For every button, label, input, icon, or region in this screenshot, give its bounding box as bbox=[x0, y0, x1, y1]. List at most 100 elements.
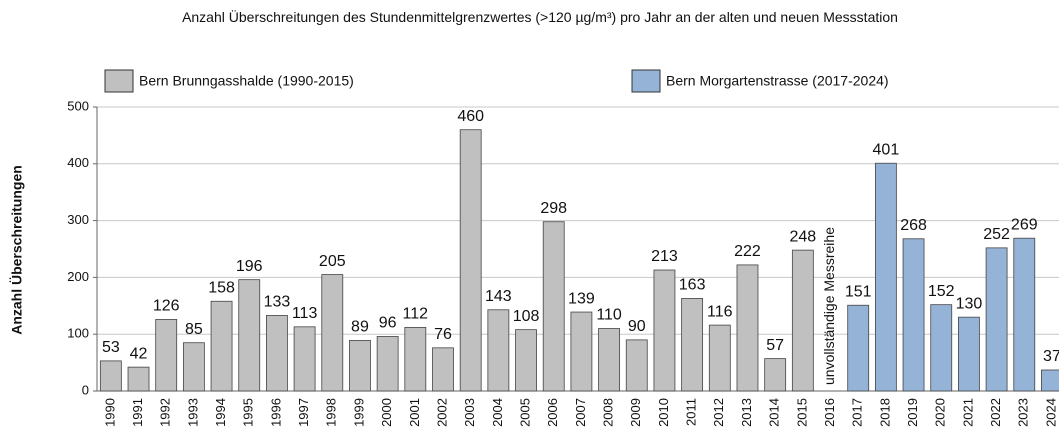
value-label: 248 bbox=[789, 228, 816, 245]
value-label: 158 bbox=[208, 279, 235, 296]
x-tick-label: 1999 bbox=[351, 398, 366, 427]
bar bbox=[266, 315, 288, 392]
bar bbox=[459, 129, 482, 392]
x-tick-label: 1997 bbox=[296, 398, 311, 427]
value-label: 42 bbox=[130, 345, 148, 362]
bar bbox=[99, 360, 122, 392]
bar bbox=[764, 358, 787, 392]
x-tick-label: 2016 bbox=[822, 398, 837, 427]
bar bbox=[432, 347, 454, 392]
x-tick-label: 1995 bbox=[241, 398, 256, 427]
bar bbox=[542, 221, 565, 392]
bar bbox=[681, 298, 704, 392]
x-tick-label: 1993 bbox=[185, 398, 200, 427]
bar bbox=[874, 162, 897, 392]
x-tick-label: 2001 bbox=[407, 398, 422, 427]
x-tick-label: 2018 bbox=[877, 398, 892, 427]
annotation: unvollständige Messreihe bbox=[821, 227, 837, 385]
bar bbox=[1041, 369, 1059, 392]
value-label: 222 bbox=[734, 243, 761, 260]
value-label: 151 bbox=[845, 283, 872, 300]
value-label: 268 bbox=[900, 217, 927, 234]
x-tick-label: 2015 bbox=[794, 398, 809, 427]
bar bbox=[708, 324, 731, 392]
bar bbox=[985, 247, 1008, 392]
x-tick-label: 1992 bbox=[158, 398, 173, 427]
bar bbox=[321, 274, 344, 392]
x-tick-label: 2017 bbox=[850, 398, 865, 427]
value-label: 460 bbox=[457, 108, 484, 125]
value-label: 89 bbox=[351, 319, 369, 336]
value-label: 110 bbox=[596, 307, 622, 324]
value-label: 85 bbox=[185, 321, 203, 338]
value-label: 53 bbox=[102, 339, 120, 356]
y-tick-label: 200 bbox=[67, 269, 89, 284]
bar bbox=[791, 249, 814, 392]
x-tick-label: 2010 bbox=[656, 398, 671, 427]
value-label: 37 bbox=[1043, 348, 1059, 365]
y-tick-label: 100 bbox=[67, 326, 89, 341]
x-tick-label: 1996 bbox=[268, 398, 283, 427]
y-tick-label: 400 bbox=[67, 155, 89, 170]
x-tick-label: 2009 bbox=[628, 398, 643, 427]
x-tick-label: 2004 bbox=[490, 398, 505, 427]
value-label: 269 bbox=[1011, 216, 1038, 233]
value-label: 252 bbox=[983, 226, 1010, 243]
value-label: 130 bbox=[956, 295, 983, 312]
bar bbox=[1013, 237, 1036, 392]
value-label: 213 bbox=[651, 248, 678, 265]
x-tick-label: 2008 bbox=[601, 398, 616, 427]
x-tick-label: 1998 bbox=[324, 398, 339, 427]
bar bbox=[653, 269, 676, 392]
bar bbox=[127, 366, 150, 392]
value-label: 152 bbox=[928, 283, 955, 300]
bar bbox=[958, 316, 980, 392]
bar bbox=[376, 336, 399, 392]
x-tick-label: 2019 bbox=[905, 398, 920, 427]
bar bbox=[598, 328, 620, 392]
bar bbox=[487, 309, 510, 392]
legend-swatch bbox=[104, 69, 134, 93]
bar bbox=[570, 311, 593, 392]
value-label: 108 bbox=[513, 308, 540, 325]
y-tick-label: 500 bbox=[67, 98, 89, 113]
x-tick-label: 1990 bbox=[102, 398, 117, 427]
x-tick-label: 2000 bbox=[379, 398, 394, 427]
value-label: 401 bbox=[873, 141, 900, 158]
value-label: 298 bbox=[540, 200, 567, 217]
bar bbox=[293, 326, 316, 392]
bar bbox=[625, 339, 648, 392]
value-label: 90 bbox=[628, 318, 646, 335]
value-label: 76 bbox=[434, 326, 452, 343]
y-tick-label: 300 bbox=[67, 212, 89, 227]
legend-label: Bern Morgartenstrasse (2017-2024) bbox=[666, 73, 889, 89]
chart-title: Anzahl Überschreitungen des Stundenmitte… bbox=[182, 9, 898, 25]
value-label: 205 bbox=[319, 253, 346, 270]
x-tick-label: 2005 bbox=[517, 398, 532, 427]
bar bbox=[736, 264, 759, 392]
x-tick-label: 2006 bbox=[545, 398, 560, 427]
x-tick-label: 2021 bbox=[960, 398, 975, 427]
bar bbox=[404, 326, 427, 392]
x-tick-label: 2011 bbox=[684, 398, 699, 426]
value-label: 163 bbox=[679, 277, 706, 294]
x-tick-label: 2012 bbox=[711, 398, 726, 427]
bar bbox=[238, 279, 261, 392]
x-tick-label: 2003 bbox=[462, 398, 477, 427]
x-tick-label: 2014 bbox=[767, 398, 782, 427]
value-label: 57 bbox=[766, 337, 784, 354]
x-tick-label: 2022 bbox=[988, 398, 1003, 427]
x-tick-label: 2024 bbox=[1043, 398, 1058, 427]
value-label: 126 bbox=[153, 298, 180, 315]
x-tick-label: 2002 bbox=[434, 398, 449, 427]
value-label: 112 bbox=[403, 306, 429, 323]
x-tick-label: 2023 bbox=[1016, 398, 1031, 427]
value-label: 133 bbox=[264, 294, 291, 311]
bar bbox=[210, 300, 233, 392]
x-tick-label: 1994 bbox=[213, 398, 228, 427]
bar bbox=[349, 340, 371, 392]
x-tick-label: 2013 bbox=[739, 398, 754, 427]
legend-swatch bbox=[631, 69, 661, 93]
